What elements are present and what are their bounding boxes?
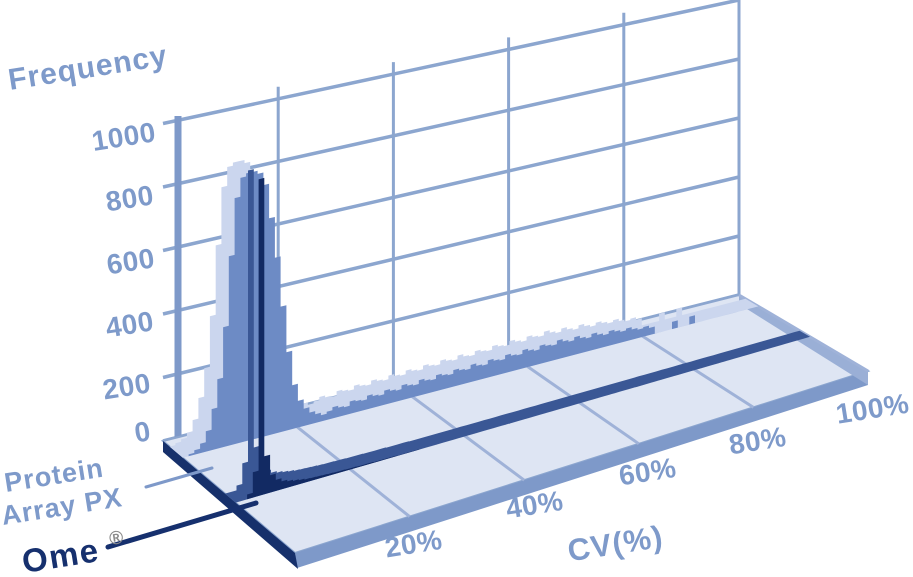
series-label-ome: Ome ® — [19, 527, 127, 577]
y-tick-label: 600 — [104, 242, 156, 280]
floor-right-edge — [739, 295, 868, 385]
floor-front-edge — [295, 371, 868, 568]
registered-trademark-symbol: ® — [108, 527, 125, 550]
y-tick-label: 400 — [103, 305, 155, 343]
y-tick-label: 1000 — [90, 116, 158, 157]
leader-line-protein-array — [144, 466, 214, 489]
ome-brand-text: Ome — [19, 531, 102, 577]
y-tick-label: 800 — [103, 179, 155, 217]
y-tick-label: 200 — [100, 367, 152, 405]
leader-line-ome — [105, 500, 259, 550]
gridline-horizontal — [162, 57, 740, 189]
y-tick-label: 0 — [132, 415, 153, 448]
x-tick-label: 100% — [834, 388, 912, 430]
gridline-horizontal — [162, 0, 740, 126]
x-axis-title: CV(%) — [565, 519, 666, 569]
histogram-back-front-silhouette — [182, 170, 759, 458]
y-axis-title: Frequency — [6, 39, 170, 97]
